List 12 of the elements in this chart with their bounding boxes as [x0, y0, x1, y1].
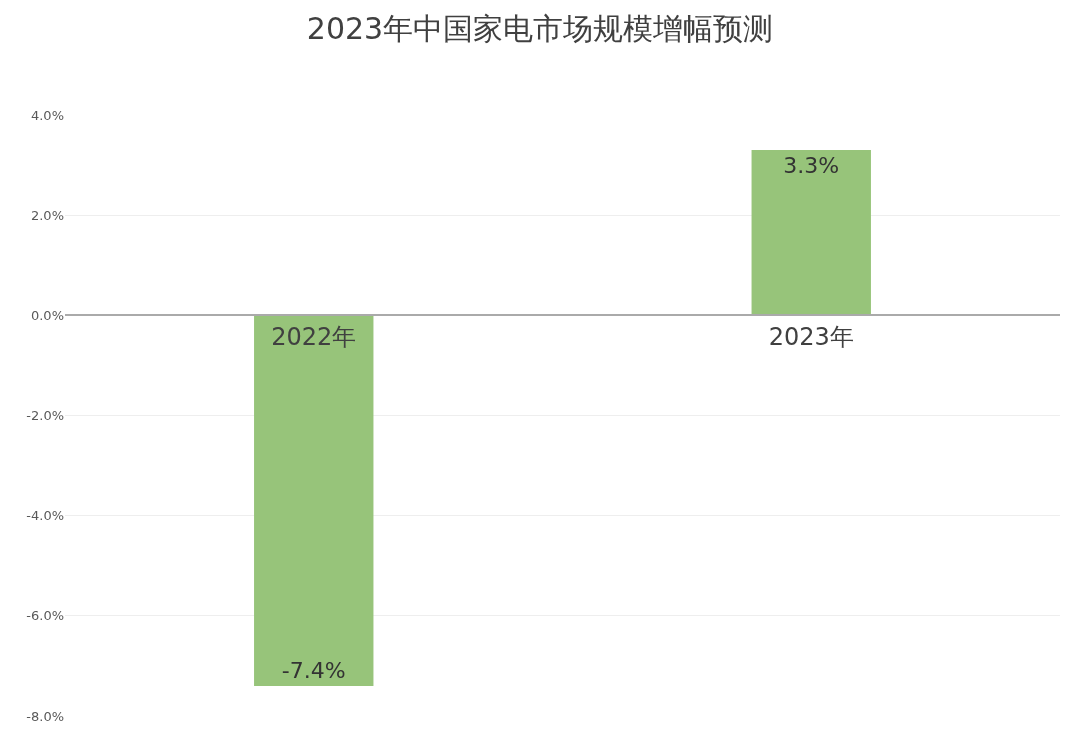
y-tick-label: 2.0% [30, 207, 64, 223]
x-tick-label: 2022年 [271, 322, 357, 351]
y-tick-label: 4.0% [30, 107, 64, 123]
x-tick-label: 2023年 [768, 322, 854, 351]
y-tick-label: -6.0% [26, 608, 64, 624]
chart-title: 2023年中国家电市场规模增幅预测 [306, 11, 774, 47]
y-tick-label: -4.0% [26, 508, 64, 524]
y-tick-label: -2.0% [26, 408, 64, 424]
data-label: 3.3% [783, 153, 840, 179]
data-label: -7.4% [281, 657, 346, 683]
y-tick-label: 0.0% [30, 307, 64, 323]
y-tick-label: -8.0% [26, 708, 64, 724]
